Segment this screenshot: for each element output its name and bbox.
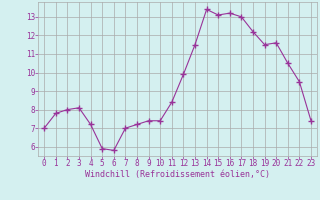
X-axis label: Windchill (Refroidissement éolien,°C): Windchill (Refroidissement éolien,°C)	[85, 170, 270, 179]
